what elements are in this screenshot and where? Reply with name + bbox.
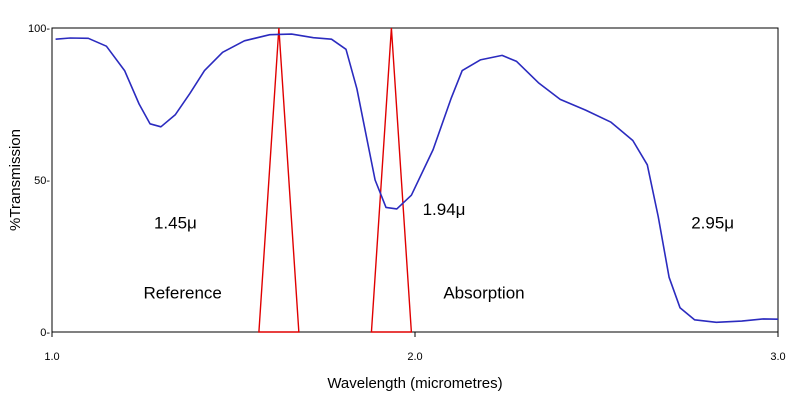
chart-annotation: 1.45μ <box>154 214 197 233</box>
filter-band-marker <box>258 27 300 333</box>
y-tick-label: 0- <box>40 327 50 339</box>
x-tick-label: 3.0 <box>770 351 785 363</box>
y-axis-label: %Transmission <box>7 129 24 231</box>
chart-annotation: Reference <box>143 284 221 303</box>
y-tick-label: 50- <box>34 175 50 187</box>
x-tick-label: 1.0 <box>44 351 59 363</box>
chart-annotation: Absorption <box>443 284 524 303</box>
chart-annotation: 1.94μ <box>423 200 466 219</box>
filter-band-marker <box>370 27 413 333</box>
transmission-curve <box>55 33 779 324</box>
x-tick-label: 2.0 <box>407 351 422 363</box>
y-tick-label: 100- <box>28 23 50 35</box>
x-axis-label: Wavelength (micrometres) <box>327 375 502 392</box>
chart-annotation: 2.95μ <box>691 214 734 233</box>
